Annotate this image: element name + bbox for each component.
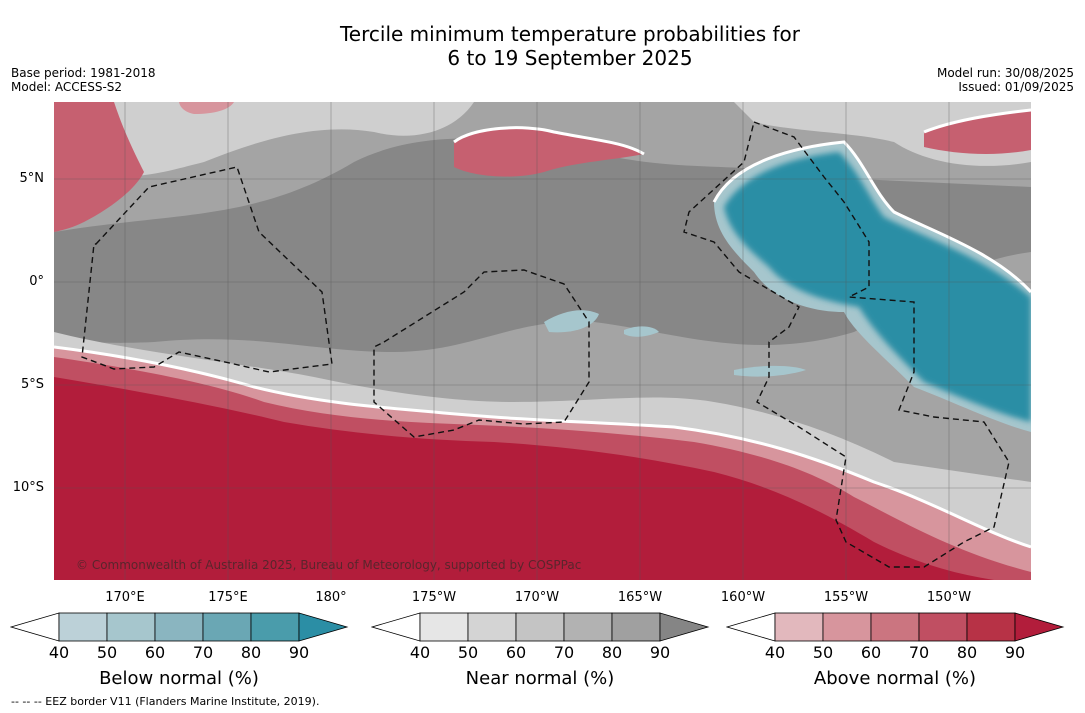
probability-map (54, 102, 1031, 580)
model-name: Model: ACCESS-S2 (11, 80, 123, 94)
issued-date: Issued: 01/09/2025 (958, 80, 1074, 94)
lon-tick-165w: 165°W (617, 590, 663, 605)
colorbar-near-swatches (371, 612, 710, 642)
contour-north-red (453, 126, 645, 156)
contour-teal (712, 140, 1031, 294)
lat-tick-10s: 10°S (12, 480, 44, 495)
eez-border-kiribati-phoenix (373, 269, 590, 438)
cbar-near-label: Near normal (%) (465, 668, 615, 689)
colorbar-near-swatch-80 (611, 612, 661, 642)
colorbar-below-normal (10, 612, 349, 642)
contour-south (54, 345, 1031, 549)
lon-tick-150w: 150°W (926, 590, 972, 605)
below-normal-patch-3 (734, 365, 806, 377)
lon-tick-170e: 170°E (105, 590, 145, 605)
lon-tick-170w: 170°W (514, 590, 560, 605)
below-normal-patch-2 (624, 326, 659, 337)
cbar-above-tick-90: 90 (1004, 643, 1026, 662)
cbar-near-tick-50: 50 (457, 643, 479, 662)
colorbar-above-normal (726, 612, 1065, 642)
colorbar-near-extend-high (659, 612, 710, 642)
cbar-near-tick-40: 40 (409, 643, 431, 662)
lat-tick-5n: 5°N (19, 171, 45, 186)
cbar-near-tick-60: 60 (505, 643, 527, 662)
cbar-above-tick-50: 50 (812, 643, 834, 662)
above-normal-nw-top (179, 102, 234, 114)
colorbar-near-normal (371, 612, 710, 642)
contour-ne-red (923, 108, 1031, 134)
cbar-below-tick-90: 90 (288, 643, 310, 662)
meta-left: Base period: 1981-2018 Model: ACCESS-S2 (11, 66, 156, 94)
colorbar-above-swatch-50 (822, 612, 872, 642)
cbar-above-tick-70: 70 (908, 643, 930, 662)
cbar-below-tick-70: 70 (192, 643, 214, 662)
title-line-1: Tercile minimum temperature probabilitie… (339, 22, 801, 46)
colorbar-above-swatch-80 (966, 612, 1016, 642)
map-title: Tercile minimum temperature probabilitie… (0, 22, 1085, 70)
colorbar-below-swatch-50 (106, 612, 156, 642)
cbar-below-label: Below normal (%) (99, 668, 259, 689)
eez-border-kiribati-line (683, 121, 1010, 568)
lon-tick-160w: 160°W (720, 590, 766, 605)
colorbar-near-swatch-50 (467, 612, 517, 642)
eez-footnote: -- -- -- EEZ border V11 (Flanders Marine… (11, 695, 320, 708)
colorbar-below-swatches (10, 612, 349, 642)
colorbar-above-swatch-40 (774, 612, 824, 642)
below-normal-east-strong (724, 152, 1031, 422)
colorbar-above-extend-high (1014, 612, 1065, 642)
lon-tick-175e: 175°E (208, 590, 248, 605)
cbar-below-tick-80: 80 (240, 643, 262, 662)
cbar-near-tick-80: 80 (601, 643, 623, 662)
colorbar-below-extend-high (298, 612, 349, 642)
lon-tick-155w: 155°W (823, 590, 869, 605)
cbar-below-tick-40: 40 (48, 643, 70, 662)
colorbar-below-extend-low (10, 612, 60, 642)
cbar-above-label: Above normal (%) (813, 668, 977, 689)
cbar-above-tick-40: 40 (764, 643, 786, 662)
cbar-near-tick-70: 70 (553, 643, 575, 662)
near-normal-light-sw (54, 332, 1031, 572)
title-line-2: 6 to 19 September 2025 (447, 46, 693, 70)
colorbar-near-swatch-70 (563, 612, 613, 642)
colorbar-below-swatch-40 (58, 612, 108, 642)
lat-tick-5s: 5°S (20, 377, 44, 392)
copyright-credit: © Commonwealth of Australia 2025, Bureau… (76, 558, 582, 572)
lon-tick-180: 180° (315, 590, 347, 605)
above-normal-nw (54, 102, 144, 232)
cbar-below-tick-60: 60 (144, 643, 166, 662)
cbar-above-tick-80: 80 (956, 643, 978, 662)
cbar-below-tick-50: 50 (96, 643, 118, 662)
colorbar-below-swatch-80 (250, 612, 300, 642)
model-run: Model run: 30/08/2025 (936, 66, 1074, 80)
near-normal-light-north (84, 102, 474, 177)
lat-tick-equator: 0° (29, 274, 44, 289)
colorbar-near-extend-low (371, 612, 421, 642)
meta-right: Model run: 30/08/2025 Issued: 01/09/2025 (937, 66, 1074, 94)
above-normal-ne (924, 110, 1031, 154)
base-period: Base period: 1981-2018 (11, 66, 156, 80)
colorbar-above-extend-low (726, 612, 776, 642)
cbar-above-tick-60: 60 (860, 643, 882, 662)
lon-tick-175w: 175°W (411, 590, 457, 605)
colorbar-above-swatch-60 (870, 612, 920, 642)
above-normal-south-strong (54, 377, 994, 580)
colorbar-near-swatch-40 (419, 612, 469, 642)
colorbar-above-swatches (726, 612, 1065, 642)
cbar-near-tick-90: 90 (649, 643, 671, 662)
colorbar-below-swatch-60 (154, 612, 204, 642)
colorbar-below-swatch-70 (202, 612, 252, 642)
colorbar-above-swatch-70 (918, 612, 968, 642)
colorbar-near-swatch-60 (515, 612, 565, 642)
